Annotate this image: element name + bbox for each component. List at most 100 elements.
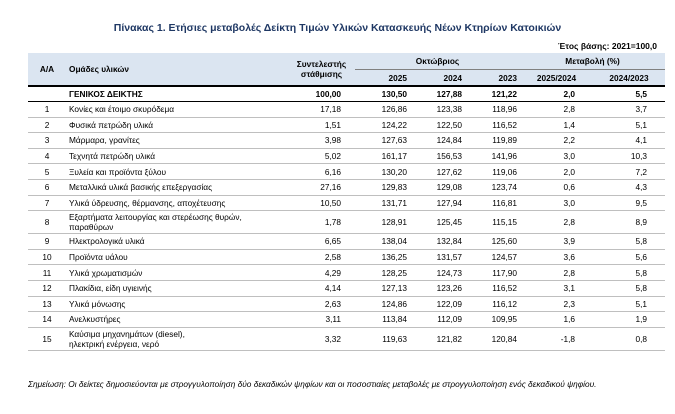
header-weight: Συντελεστής στάθμισης — [288, 53, 355, 86]
table-row: 8 Εξαρτήματα λειτουργίας και στερέωσης θυ… — [28, 210, 666, 235]
row-aa: 9 — [28, 233, 66, 250]
row-name-line-2: ηλεκτρική ενέργεια, νερό — [69, 338, 160, 349]
header-row-1: Α/Α Ομάδες υλικών Συντελεστής στάθμισης … — [28, 53, 666, 86]
row-change-2: 1,9 — [593, 311, 666, 328]
row-2025: 127,63 — [355, 132, 410, 149]
row-name-line-1: Εξαρτήματα λειτουργίας και στερέωσης θυρ… — [69, 212, 242, 223]
row-aa: 8 — [28, 210, 66, 235]
row-name: Υλικά μόνωσης — [66, 296, 288, 313]
table-title: Πίνακας 1. Ετήσιες μεταβολές Δείκτη Τιμώ… — [113, 22, 562, 34]
row-aa: 3 — [28, 132, 66, 149]
row-2024: 121,82 — [410, 327, 465, 351]
row-change-1: 2,0 — [520, 163, 593, 180]
row-2025: 136,25 — [355, 249, 410, 266]
row-aa: 6 — [28, 179, 66, 196]
row-weight: 4,14 — [288, 280, 355, 297]
row-aa: 2 — [28, 117, 66, 134]
table-row: 11 Υλικά χρωματισμών 4,29 128,25 124,73 117,9… — [28, 264, 666, 281]
header-change: Μεταβολή (%) — [520, 53, 666, 70]
row-change-1: 2,2 — [520, 132, 593, 149]
row-change-1: 3,0 — [520, 195, 593, 212]
row-2023: 115,15 — [465, 210, 520, 235]
row-change-1: 2,8 — [520, 210, 593, 235]
row-aa: 14 — [28, 311, 66, 328]
row-change-2: 5,8 — [593, 233, 666, 250]
header-2025: 2025 — [355, 69, 410, 86]
row-name: Μεταλλικά υλικά βασικής επεξεργασίας — [66, 179, 288, 196]
row-aa: 12 — [28, 280, 66, 297]
row-2025: 113,84 — [355, 311, 410, 328]
row-change-2: 0,8 — [593, 327, 666, 351]
row-change-1: 1,6 — [520, 311, 593, 328]
row-2024: 127,94 — [410, 195, 465, 212]
row-2024: 156,53 — [410, 148, 465, 165]
row-name: Υλικά χρωματισμών — [66, 264, 288, 281]
row-change-1: 3,0 — [520, 148, 593, 165]
row-2023: 109,95 — [465, 311, 520, 328]
table-row: 10 Προϊόντα υάλου 2,58 136,25 131,57 124,57 3,… — [28, 249, 666, 266]
row-2024: 122,09 — [410, 296, 465, 313]
total-row: ΓΕΝΙΚΟΣ ΔΕΙΚΤΗΣ 100,00 130,50 127,88 121… — [28, 85, 666, 102]
row-weight: 17,18 — [288, 101, 355, 118]
row-2025: 119,63 — [355, 327, 410, 351]
table-row: 7 Υλικά ύδρευσης, θέρμανσης, αποχέτευσης 1… — [28, 195, 666, 212]
row-name: Ξυλεία και προϊόντα ξύλου — [66, 163, 288, 180]
row-change-2: 10,3 — [593, 148, 666, 165]
row-change-2: 8,9 — [593, 210, 666, 235]
row-2023: 119,89 — [465, 132, 520, 149]
row-name: Εξαρτήματα λειτουργίας και στερέωσης θυρ… — [66, 210, 288, 235]
row-2023: 116,52 — [465, 280, 520, 297]
row-2024: 127,62 — [410, 163, 465, 180]
row-2025: 129,83 — [355, 179, 410, 196]
row-weight: 3,11 — [288, 311, 355, 328]
row-2023: 118,96 — [465, 101, 520, 118]
table-row: 15 Καύσιμα μηχανημάτων (diesel), ηλεκτρική… — [28, 327, 666, 351]
row-2025: 124,22 — [355, 117, 410, 134]
row-change-1: 3,6 — [520, 249, 593, 266]
row-2025: 138,04 — [355, 233, 410, 250]
row-2024: 112,09 — [410, 311, 465, 328]
row-change-1: 3,1 — [520, 280, 593, 297]
row-2025: 161,17 — [355, 148, 410, 165]
total-name: ΓΕΝΙΚΟΣ ΔΕΙΚΤΗΣ — [66, 85, 288, 102]
row-2024: 124,73 — [410, 264, 465, 281]
total-2025: 130,50 — [355, 85, 410, 102]
row-change-1: 2,8 — [520, 264, 593, 281]
row-aa: 4 — [28, 148, 66, 165]
row-weight: 3,98 — [288, 132, 355, 149]
total-2024: 127,88 — [410, 85, 465, 102]
row-2023: 123,74 — [465, 179, 520, 196]
row-name: Ηλεκτρολογικά υλικά — [66, 233, 288, 250]
row-change-2: 9,5 — [593, 195, 666, 212]
row-2023: 116,12 — [465, 296, 520, 313]
row-name: Κονίες και έτοιμο σκυρόδεμα — [66, 101, 288, 118]
total-weight: 100,00 — [288, 85, 355, 102]
row-weight: 5,02 — [288, 148, 355, 165]
row-change-2: 5,8 — [593, 264, 666, 281]
table-row: 2 Φυσικά πετρώδη υλικά 1,51 124,22 122,50 116… — [28, 117, 666, 134]
row-2023: 141,96 — [465, 148, 520, 165]
row-2023: 116,52 — [465, 117, 520, 134]
row-name: Προϊόντα υάλου — [66, 249, 288, 266]
row-2023: 120,84 — [465, 327, 520, 351]
row-2024: 131,57 — [410, 249, 465, 266]
row-change-1: -1,8 — [520, 327, 593, 351]
row-change-1: 0,6 — [520, 179, 593, 196]
header-aa: Α/Α — [28, 53, 66, 86]
row-weight: 6,16 — [288, 163, 355, 180]
row-2025: 131,71 — [355, 195, 410, 212]
header-2023: 2023 — [465, 69, 520, 86]
row-2025: 126,86 — [355, 101, 410, 118]
row-2023: 124,57 — [465, 249, 520, 266]
row-name: Τεχνητά πετρώδη υλικά — [66, 148, 288, 165]
total-change-1: 2,0 — [520, 85, 593, 102]
row-2024: 129,08 — [410, 179, 465, 196]
row-change-2: 5,6 — [593, 249, 666, 266]
row-change-2: 4,3 — [593, 179, 666, 196]
row-weight: 4,29 — [288, 264, 355, 281]
table-row: 5 Ξυλεία και προϊόντα ξύλου 6,16 130,20 127,… — [28, 163, 666, 180]
total-change-2: 5,5 — [593, 85, 666, 102]
table-row: 13 Υλικά μόνωσης 2,63 124,86 122,09 116,12 2,3… — [28, 296, 666, 313]
row-name: Υλικά ύδρευσης, θέρμανσης, αποχέτευσης — [66, 195, 288, 212]
